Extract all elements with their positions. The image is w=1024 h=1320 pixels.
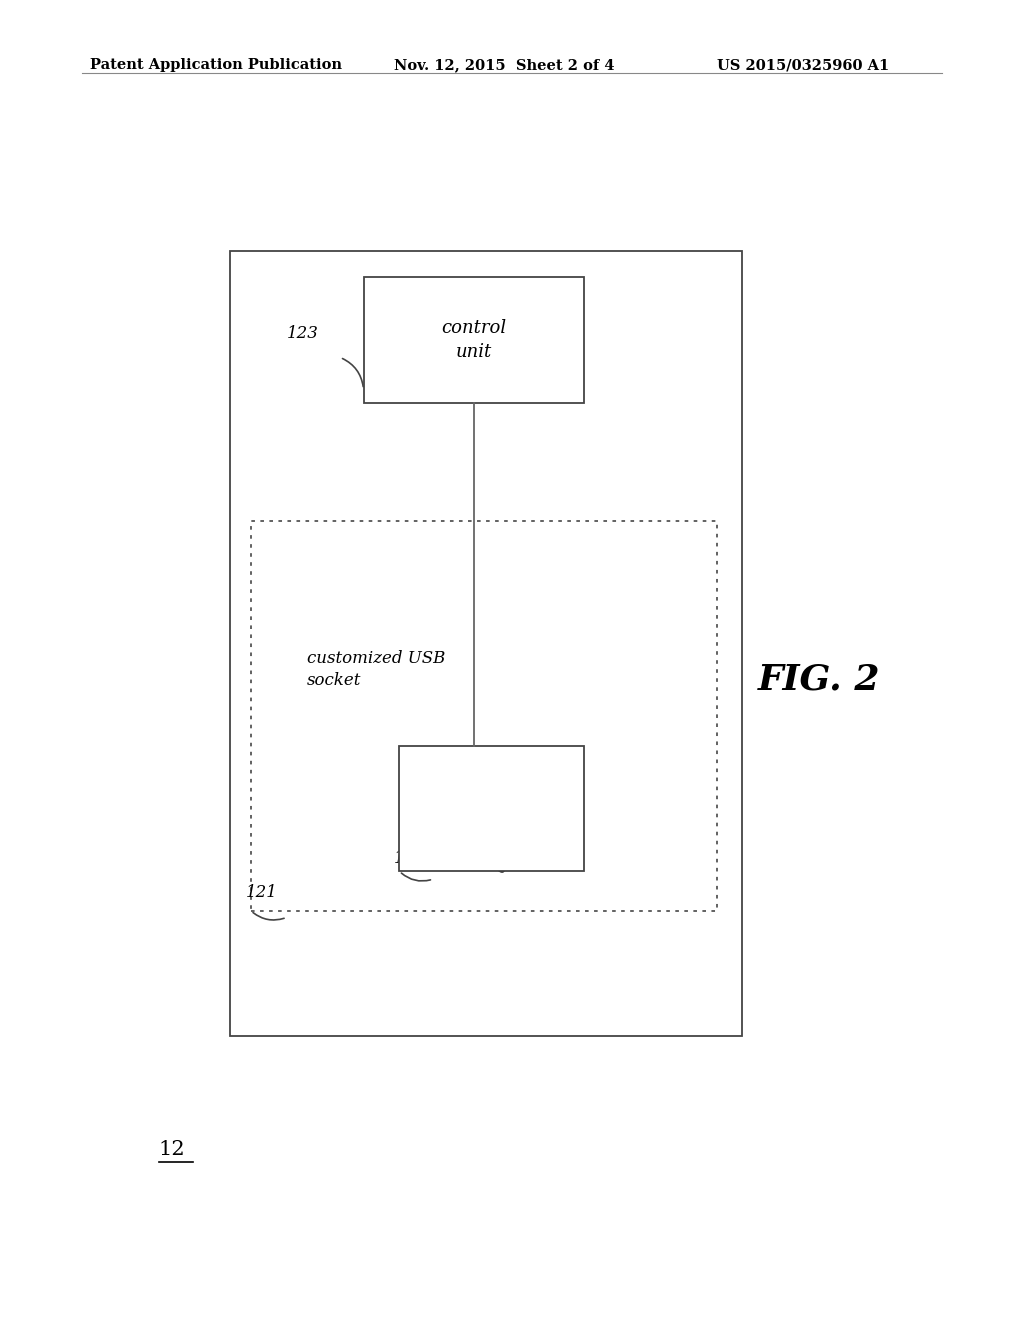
Text: 12: 12 — [159, 1140, 185, 1159]
Text: 122: 122 — [394, 850, 426, 867]
Bar — [364, 277, 584, 403]
Text: detection device: detection device — [495, 744, 509, 873]
Text: 123: 123 — [287, 325, 318, 342]
Text: Patent Application Publication: Patent Application Publication — [90, 58, 342, 73]
Bar — [251, 521, 717, 911]
Text: 121: 121 — [246, 884, 278, 902]
Text: FIG. 2: FIG. 2 — [758, 663, 881, 697]
Bar — [399, 746, 584, 871]
Text: control
unit: control unit — [441, 319, 506, 360]
Bar — [230, 251, 742, 1036]
Text: customized USB
socket: customized USB socket — [307, 649, 445, 689]
Text: Nov. 12, 2015  Sheet 2 of 4: Nov. 12, 2015 Sheet 2 of 4 — [394, 58, 614, 73]
Text: US 2015/0325960 A1: US 2015/0325960 A1 — [717, 58, 889, 73]
